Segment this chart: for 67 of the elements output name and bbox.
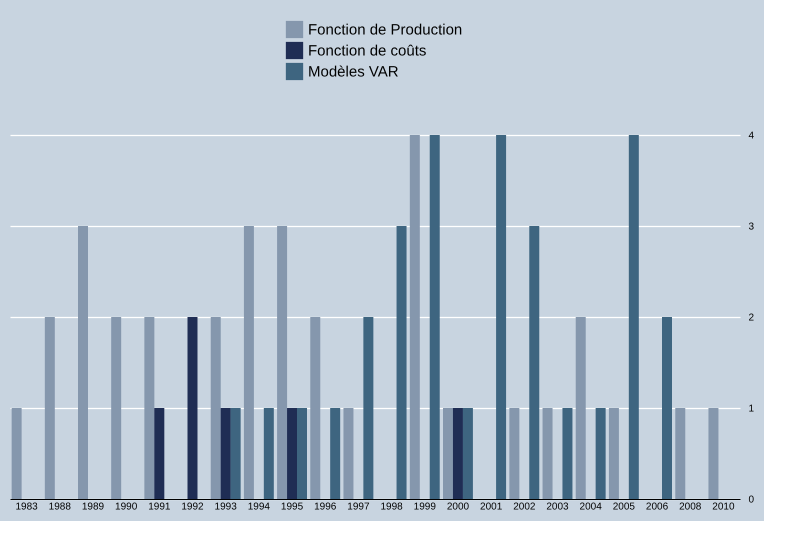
bar <box>111 317 122 499</box>
x-tick-label: 1989 <box>82 502 105 512</box>
x-tick-label: 2003 <box>546 502 570 512</box>
bar <box>78 226 88 499</box>
bar <box>210 317 221 499</box>
bar <box>230 408 241 499</box>
bar <box>675 408 686 499</box>
bar <box>708 408 718 499</box>
x-tick-label: 1991 <box>148 502 171 512</box>
bar <box>628 135 639 499</box>
bar <box>542 408 553 499</box>
x-tick-label: 1993 <box>214 502 238 512</box>
x-tick-label: 2010 <box>712 502 735 512</box>
bar <box>264 408 274 499</box>
x-tick-label: 2008 <box>679 502 702 512</box>
x-tick-label: 2005 <box>612 502 636 512</box>
x-tick-label: 1997 <box>347 502 370 512</box>
bar <box>12 408 22 499</box>
x-tick-label: 2001 <box>480 502 503 512</box>
bar <box>452 408 463 499</box>
bar <box>662 317 672 499</box>
bar <box>220 408 231 499</box>
y-tick-label: 2 <box>748 312 754 324</box>
x-tick-label: 1996 <box>314 502 337 512</box>
x-tick-label: 1999 <box>414 502 436 512</box>
bar <box>287 408 298 499</box>
bar <box>277 226 288 499</box>
x-tick-label: 2002 <box>513 502 536 512</box>
x-tick-label: 2000 <box>446 502 470 512</box>
y-tick-label: 4 <box>748 130 754 142</box>
x-tick-label: 1990 <box>115 502 138 512</box>
x-tick-label: 1988 <box>48 502 72 512</box>
bar <box>310 317 320 499</box>
x-tick-label: 1995 <box>280 502 304 512</box>
bar <box>529 226 540 499</box>
x-tick-label: 1983 <box>15 502 38 512</box>
bar <box>562 408 572 499</box>
x-tick-label: 1992 <box>181 502 204 512</box>
bar <box>188 317 198 499</box>
bar <box>396 226 407 499</box>
bar <box>509 408 520 499</box>
bar <box>462 408 473 499</box>
bar <box>297 408 307 499</box>
bar <box>343 408 354 499</box>
legend-label: Modèles VAR <box>308 64 399 80</box>
bar <box>363 317 374 499</box>
bar <box>410 135 420 499</box>
x-tick-label: 1994 <box>248 502 270 512</box>
y-tick-label: 0 <box>748 494 754 506</box>
legend-label: Fonction de coûts <box>308 42 426 60</box>
y-tick-label: 3 <box>748 222 754 232</box>
bar <box>608 408 619 499</box>
x-tick-label: 1998 <box>380 502 404 512</box>
bar <box>154 408 164 499</box>
y-tick-label: 1 <box>748 404 754 414</box>
bar <box>330 408 340 499</box>
bar <box>430 135 440 499</box>
bar <box>576 317 586 499</box>
bar <box>443 408 453 499</box>
bar <box>144 317 154 499</box>
legend-label: Fonction de Production <box>308 22 462 38</box>
x-tick-label: 2006 <box>646 502 669 512</box>
bar <box>496 135 506 499</box>
bar <box>596 408 606 499</box>
x-tick-label: 2004 <box>580 502 602 512</box>
bar <box>44 317 55 499</box>
bar <box>244 226 254 499</box>
